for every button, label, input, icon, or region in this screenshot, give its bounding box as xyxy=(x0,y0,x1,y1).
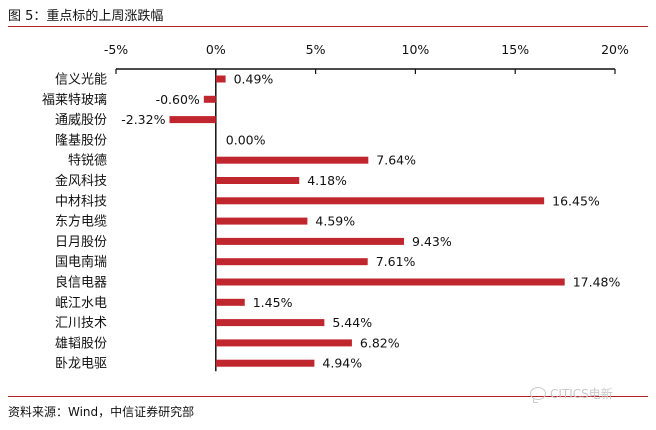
value-label: 0.00% xyxy=(226,132,266,147)
x-tick-label: 10% xyxy=(402,42,430,57)
watermark-text: CITICS电新 xyxy=(550,387,613,401)
category-label: 雄韬股份 xyxy=(55,336,107,351)
category-label: 信义光能 xyxy=(55,73,107,88)
value-label: 0.49% xyxy=(234,72,274,87)
bar xyxy=(215,177,300,184)
category-label: 岷江水电 xyxy=(55,296,107,311)
bars xyxy=(169,75,565,367)
x-tick-label: 0% xyxy=(206,42,226,57)
category-label: 福莱特玻璃 xyxy=(42,93,107,108)
bar xyxy=(215,359,315,367)
x-axis: -5% 0% 5% 10% 15% 20% xyxy=(104,42,629,372)
bar xyxy=(169,116,216,124)
x-tick-label: 5% xyxy=(306,42,326,57)
bar xyxy=(215,75,226,83)
value-label: 4.59% xyxy=(315,214,355,229)
bar xyxy=(215,298,245,306)
category-label: 金风科技 xyxy=(55,173,107,189)
value-label: 4.18% xyxy=(307,173,347,188)
category-label: 汇川技术 xyxy=(55,316,107,331)
value-labels: 0.49% -0.60% -2.32% 0.00% 7.64% 4.18% 16.45% 4.… xyxy=(121,72,620,371)
wechat-icon xyxy=(530,387,546,403)
x-tick-label: -5% xyxy=(104,42,128,57)
value-label: 4.94% xyxy=(322,356,362,371)
category-label: 国电南瑞 xyxy=(55,254,107,270)
bar xyxy=(203,95,216,103)
bar xyxy=(215,217,308,225)
bar xyxy=(215,197,545,205)
value-label: -0.60% xyxy=(156,92,200,107)
value-label: 16.45% xyxy=(552,193,600,208)
value-label: 1.45% xyxy=(253,295,293,310)
category-label: 通威股份 xyxy=(55,113,107,128)
category-label: 卧龙电驱 xyxy=(55,357,107,372)
bar xyxy=(215,278,565,286)
value-label: 7.61% xyxy=(376,254,416,269)
bar xyxy=(215,156,369,164)
value-label: 5.44% xyxy=(332,315,372,330)
value-label: 17.48% xyxy=(573,275,621,290)
title-rule xyxy=(8,26,648,27)
category-labels: 信义光能福莱特玻璃通威股份隆基股份特锐德金风科技中材科技东方电缆日月股份国电南瑞… xyxy=(42,73,107,372)
value-label: 7.64% xyxy=(376,153,416,168)
value-label: 6.82% xyxy=(360,335,400,350)
category-label: 特锐德 xyxy=(68,154,107,169)
x-tick-label: 20% xyxy=(601,42,629,57)
bar xyxy=(215,339,352,347)
category-label: 东方电缆 xyxy=(55,214,107,230)
bar xyxy=(215,258,368,266)
figure-title: 图 5：重点标的上周涨跌幅 xyxy=(8,9,164,24)
bar-chart: -5% 0% 5% 10% 15% 20% 信义光能福莱特玻璃通威股份隆基股份特锐德金风科… xyxy=(42,42,629,372)
footer-rule xyxy=(8,396,648,397)
category-label: 良信电器 xyxy=(55,275,107,291)
watermark: CITICS电新 xyxy=(530,385,613,403)
source-note: 资料来源：Wind，中信证券研究部 xyxy=(8,405,195,419)
value-label: -2.32% xyxy=(121,112,165,127)
x-tick-label: 15% xyxy=(501,42,529,57)
category-label: 日月股份 xyxy=(55,235,107,250)
value-label: 9.43% xyxy=(412,234,452,249)
bar xyxy=(215,319,325,327)
bar xyxy=(215,237,405,245)
category-label: 中材科技 xyxy=(55,194,107,209)
category-label: 隆基股份 xyxy=(55,133,107,148)
